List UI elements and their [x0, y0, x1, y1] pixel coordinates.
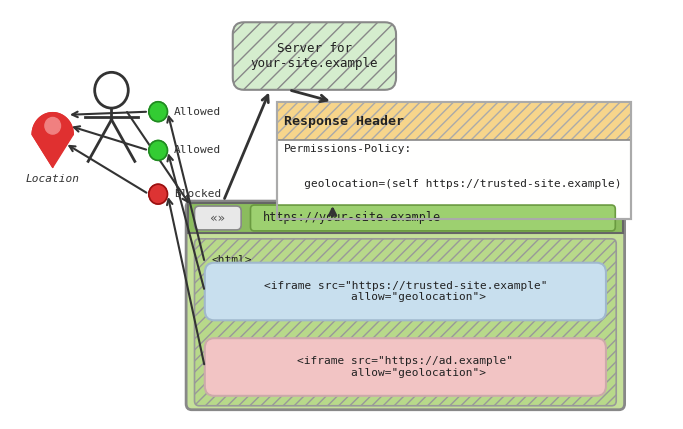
Text: <iframe src="https://trusted-site.example"
    allow="geolocation">: <iframe src="https://trusted-site.exampl… [264, 281, 547, 302]
Text: geolocation=(self https://trusted-site.example): geolocation=(self https://trusted-site.e… [284, 179, 622, 189]
Text: Allowed: Allowed [174, 145, 221, 155]
FancyBboxPatch shape [205, 263, 606, 320]
FancyBboxPatch shape [205, 338, 606, 396]
Text: Location: Location [26, 174, 80, 184]
Text: Allowed: Allowed [174, 107, 221, 117]
Circle shape [45, 118, 61, 134]
Bar [277, 102, 631, 219]
FancyBboxPatch shape [195, 239, 616, 406]
FancyBboxPatch shape [195, 206, 241, 230]
Text: Blocked: Blocked [174, 189, 221, 199]
Polygon shape [32, 113, 73, 167]
Text: «»: «» [210, 211, 225, 224]
Text: Permissions-Policy:: Permissions-Policy: [284, 144, 413, 154]
FancyBboxPatch shape [251, 205, 615, 231]
Circle shape [149, 184, 167, 204]
Text: Server for
your-site.example: Server for your-site.example [251, 42, 378, 70]
Circle shape [149, 102, 167, 121]
FancyBboxPatch shape [233, 22, 396, 90]
Text: Response Header: Response Header [284, 115, 404, 127]
FancyBboxPatch shape [186, 201, 625, 410]
Bar [277, 102, 631, 219]
Text: <iframe src="https://ad.example"
    allow="geolocation">: <iframe src="https://ad.example" allow="… [297, 356, 514, 378]
Circle shape [149, 140, 167, 160]
Text: https://your-site.example: https://your-site.example [263, 211, 441, 224]
Bar [277, 102, 631, 140]
Bar [188, 203, 623, 233]
Text: <html>
// your-site.example code: <html> // your-site.example code [211, 255, 380, 276]
